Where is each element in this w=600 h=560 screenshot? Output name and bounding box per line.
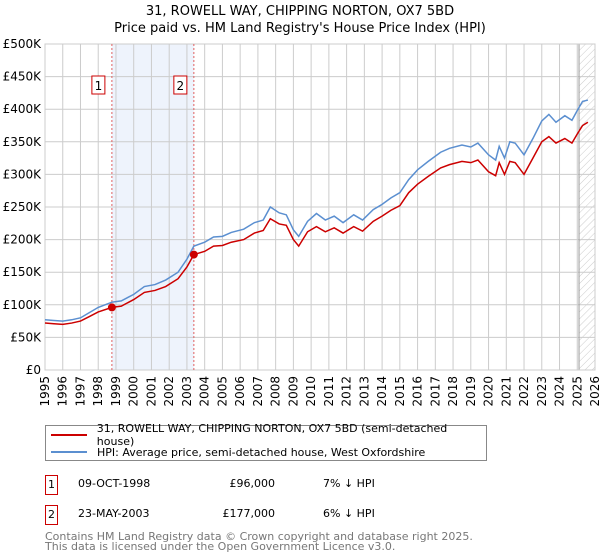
- x-tick-label: 2022: [517, 376, 531, 407]
- x-tick-label: 2012: [340, 376, 354, 407]
- marker-label: 2: [177, 79, 185, 93]
- transaction-price: £96,000: [229, 477, 276, 490]
- x-tick-label: 1998: [91, 376, 105, 407]
- x-tick-label: 2006: [233, 376, 247, 407]
- transaction-hpi-diff: 7% ↓ HPI: [323, 477, 375, 490]
- x-tick-label: 2007: [251, 376, 265, 407]
- legend-line-red: [51, 434, 87, 436]
- x-tick-label: 2000: [127, 376, 141, 407]
- marker-badge: [91, 75, 106, 95]
- y-tick-label: £500K: [3, 37, 43, 51]
- legend-item-hpi: HPI: Average price, semi-detached house,…: [51, 444, 425, 460]
- x-tick-label: 1996: [56, 376, 70, 407]
- y-tick-label: £0: [26, 363, 41, 377]
- x-tick-label: 2003: [180, 376, 194, 407]
- x-tick-label: 2025: [570, 376, 584, 407]
- price-chart: 1995 1996 1997 1998 1999 2000 2001 2002 2003 2004…: [3, 37, 600, 407]
- x-tick-label: 2011: [322, 376, 336, 407]
- y-tick-label: £100K: [3, 298, 43, 312]
- x-tick-label: 2002: [162, 376, 176, 407]
- x-tick-label: 2001: [144, 376, 158, 407]
- x-tick-label: 2015: [393, 376, 407, 407]
- sale-point: [189, 250, 198, 259]
- transaction-date: 09-OCT-1998: [78, 477, 151, 490]
- y-tick-label: £350K: [3, 135, 43, 149]
- chart-title: 31, ROWELL WAY, CHIPPING NORTON, OX7 5BD: [145, 4, 455, 19]
- y-tick-label: £450K: [3, 70, 43, 84]
- chart-subtitle: Price paid vs. HM Land Registry's House …: [114, 21, 486, 36]
- legend-label: 31, ROWELL WAY, CHIPPING NORTON, OX7 5BD…: [96, 422, 448, 448]
- marker-badge: [173, 75, 188, 95]
- y-tick-label: £300K: [3, 167, 43, 181]
- y-tick-label: £150K: [3, 265, 43, 279]
- x-tick-label: 2017: [428, 376, 442, 407]
- x-tick-label: 2020: [482, 376, 496, 407]
- transaction-badge: 2: [45, 505, 58, 525]
- transaction-hpi-diff: 6% ↓ HPI: [323, 507, 375, 520]
- x-tick-label: 2009: [286, 376, 300, 407]
- hpi-line: [44, 99, 589, 322]
- transaction-price: £177,000: [222, 507, 276, 520]
- x-tick-label: 2005: [215, 376, 229, 407]
- transaction-badge: 1: [45, 475, 58, 495]
- plot-border: [44, 43, 596, 371]
- x-tick-label: 2008: [269, 376, 283, 407]
- x-tick-label: 1999: [109, 376, 123, 407]
- legend-item-property: 31, ROWELL WAY, CHIPPING NORTON, OX7 5BD…: [51, 422, 486, 448]
- x-tick-label: 2019: [464, 376, 478, 407]
- x-tick-label: 2026: [588, 376, 600, 407]
- x-tick-label: 2014: [375, 376, 389, 407]
- transaction-date: 23-MAY-2003: [78, 507, 150, 520]
- footer-licence: This data is licensed under the Open Gov…: [45, 540, 396, 553]
- y-tick-label: £400K: [3, 102, 43, 116]
- legend-label: HPI: Average price, semi-detached house,…: [97, 445, 426, 459]
- x-tick-label: 2013: [357, 376, 371, 407]
- legend-line-blue: [51, 451, 87, 453]
- x-tick-label: 2023: [535, 376, 549, 407]
- x-tick-label: 2024: [553, 376, 567, 407]
- x-tick-label: 1995: [38, 376, 52, 407]
- footer: Contains HM Land Registry data © Crown c…: [45, 530, 473, 553]
- legend: 31, ROWELL WAY, CHIPPING NORTON, OX7 5BD…: [45, 422, 487, 461]
- marker-label: 1: [95, 79, 103, 93]
- y-tick-label: £200K: [3, 233, 43, 247]
- y-tick-label: £250K: [3, 200, 43, 214]
- y-tick-label: £50K: [10, 330, 42, 344]
- x-tick-label: 2016: [411, 376, 425, 407]
- x-tick-label: 2021: [499, 376, 513, 407]
- x-tick-label: 1997: [73, 376, 87, 407]
- property-price-line: [44, 121, 589, 326]
- x-tick-label: 2010: [304, 376, 318, 407]
- sale-point: [107, 303, 116, 312]
- x-tick-label: 2004: [198, 376, 212, 407]
- x-tick-label: 2018: [446, 376, 460, 407]
- footer-copyright: Contains HM Land Registry data © Crown c…: [45, 530, 473, 543]
